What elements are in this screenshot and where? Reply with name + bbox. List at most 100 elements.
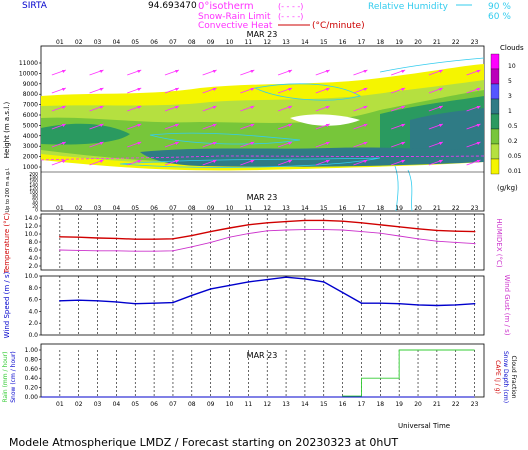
temperature-frame [40,213,485,271]
wind-arrow [127,105,142,112]
cloud-legend-label-10: 10 [508,63,516,70]
legend-rh-60: 60 % [488,12,511,22]
hour-label-bottom-17: 17 [358,401,366,408]
wind-arrow [89,105,104,112]
hour-label-top-08: 08 [188,39,196,46]
series-point [379,302,382,304]
wind-arrow [428,105,444,112]
precip-hour-ticks-bottom: 01 02 03 04 05 06 07 08 09 10 11 12 13 14 15 16 17 18 19 20… [56,401,479,408]
wind-arrow [391,69,406,76]
series-point [341,291,344,294]
wind-arrow [391,141,406,148]
heatmap-title: MAR 23 [247,30,278,39]
series-point [473,230,476,233]
hour-label-bottom-18: 18 [376,401,384,408]
y-tick-0.0: 0.0 [28,332,38,339]
cloud-legend-swatch-10 [490,53,500,70]
wind-arrow [315,123,330,130]
hour-label-top-22: 22 [452,39,460,46]
y-tick-8.0: 8.0 [28,285,38,292]
legend-convective-unit: (°C/minute) [312,21,365,31]
snow-ylabel: Snow (cm / hour) [10,351,17,403]
cloud-legend-label-0.01: 0.01 [508,168,522,175]
hour-label-mid-20: 20 [414,205,422,212]
series-point [266,230,269,232]
legend-snow-rain: Snow-Rain Limit [198,12,271,22]
wind-arrow [240,141,255,148]
wind-arrow [277,69,293,76]
hour-label-bottom-22: 22 [452,401,460,408]
low-height-tick-120: 120 [29,186,38,192]
temperature-y-ticks: 14.012.010.08.06.04.02.0 [25,215,41,270]
wind-y-ticks: 10.0 8.0 6.0 4.0 2.0 0.0 [25,273,41,339]
hour-label-bottom-23: 23 [471,401,479,408]
series-point [115,250,118,252]
low-height-tick-100: 100 [29,190,38,196]
low-height-tick-20: 20 [32,204,38,210]
wind-arrow [315,159,330,166]
cloud-legend-swatch-5 [490,68,500,85]
series-point [398,235,400,237]
hour-label-top-06: 06 [150,39,158,46]
series-point [473,302,476,305]
series-point [304,278,306,280]
wind-arrow [51,105,67,112]
cloud-legend-swatch-1 [490,98,500,115]
series-point [247,232,250,235]
wind-arrow [164,159,180,166]
legend-rh: Relative Humidity [368,2,449,12]
footer-title: Modele Atmospherique LMDZ / Forecast sta… [9,436,398,449]
hour-label-top-20: 20 [414,39,422,46]
wind-arrow [391,159,406,166]
hour-label-mid-06: 06 [150,205,158,212]
wind-arrow [202,141,217,148]
hour-label-bottom-02: 02 [75,401,83,408]
wind-arrow [164,87,180,94]
height-tick-10000: 10000 [19,70,38,77]
cloud-legend-label-0.05: 0.05 [508,153,522,160]
y-tick-2.0: 2.0 [28,320,38,327]
series-point [322,281,325,283]
series-point [436,240,438,242]
wind-arrow [391,105,406,112]
series-point [360,230,363,233]
wind-arrow [127,123,142,130]
cloud-bands [41,64,484,171]
hour-label-bottom-03: 03 [94,401,102,408]
wind-arrow [164,141,180,148]
low-height-tick-0: 0 [35,208,38,214]
hour-label-top-23: 23 [471,39,479,46]
hour-label-bottom-19: 19 [395,401,403,408]
wind-arrow [51,123,67,130]
hour-label-top-12: 12 [263,39,271,46]
hour-label-top-10: 10 [226,39,234,46]
wind-arrow [391,123,406,130]
precip-y-ticks: 1.00 0.80 0.60 0.40 0.20 0.00 [25,347,41,401]
height-tick-4000: 4000 [23,133,38,140]
wind-arrow [353,123,368,130]
hour-label-mid-18: 18 [376,205,384,212]
legend-isotherm-sym: (- - - -) [278,2,303,11]
height-tick-8000: 8000 [23,91,38,98]
y-tick-4.0: 4.0 [28,255,38,262]
hour-label-top-19: 19 [395,39,403,46]
cloud-legend-label-0.5: 0.5 [508,123,518,130]
wind-arrow [51,159,67,166]
hour-label-bottom-16: 16 [339,401,347,408]
temperature-panel: MAR 23 14.012.010.08.06.04.02.0 Temperat… [3,193,503,274]
series-point [96,237,99,239]
humidex-ylabel: HUMIDEX (°C) [495,218,503,267]
hour-label-bottom-20: 20 [414,401,422,408]
hour-label-top-05: 05 [131,39,139,46]
series-point [473,242,476,245]
hour-label-mid-02: 02 [75,205,83,212]
y-tick-10.0: 10.0 [25,273,39,280]
hour-label-mid-22: 22 [452,205,460,212]
wind-arrow [466,69,481,76]
hour-label-mid-15: 15 [320,205,328,212]
wind-arrow [315,69,330,76]
wind-arrow [315,141,330,148]
hour-label-top-02: 02 [75,39,83,46]
wind-frame [40,275,485,336]
cloud-legend-title: Clouds [500,44,524,52]
